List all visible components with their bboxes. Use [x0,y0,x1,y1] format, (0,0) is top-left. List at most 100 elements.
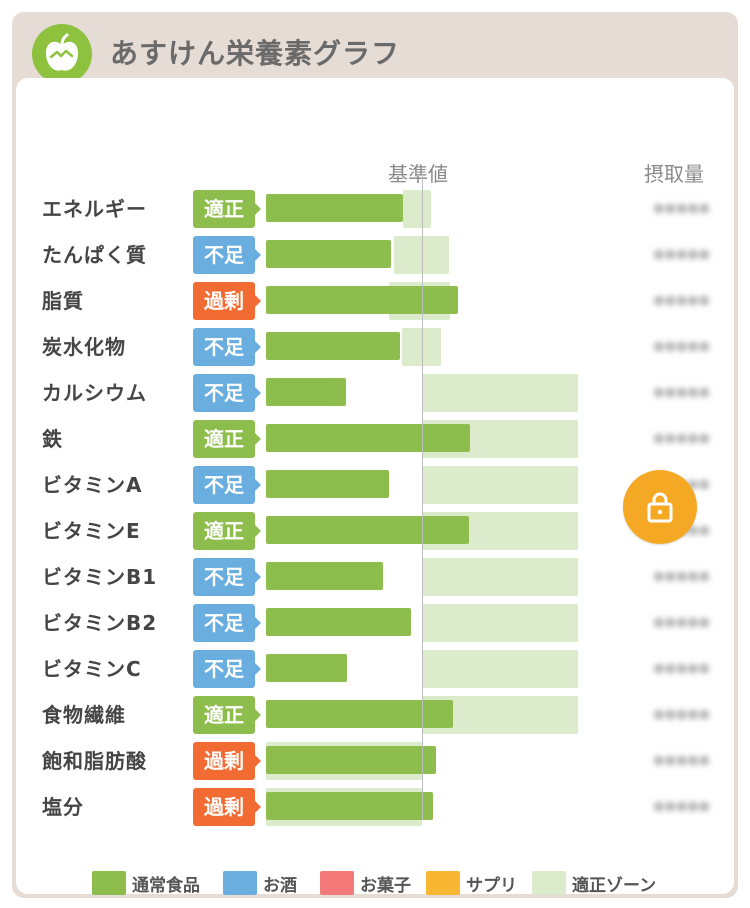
intake-bar [266,516,469,544]
nutrient-row: エネルギー 適正 ●●●●● [16,186,734,232]
intake-value-blurred: ●●●●● [653,247,710,262]
intake-bar [266,378,346,406]
nutrient-row: 飽和脂肪酸 過剰 ●●●●● [16,738,734,784]
intake-value-blurred: ●●●●● [653,615,710,630]
intake-value-blurred: ●●●●● [653,431,710,446]
nutrient-label: 食物繊維 [42,703,126,727]
status-badge: 過剰 [193,788,261,826]
nutrient-row: カルシウム 不足 ●●●●● [16,370,734,416]
status-badge: 適正 [193,512,261,550]
intake-value-blurred: ●●●●● [653,707,710,722]
status-badge: 過剰 [193,282,261,320]
intake-value-blurred: ●●●●● [653,201,710,216]
status-badge: 適正 [193,190,261,228]
intake-bar [266,332,401,360]
status-badge: 不足 [193,604,261,642]
optimal-zone [403,190,432,228]
reference-column-header: 基準値 [388,162,448,186]
legend: 通常食品 お酒 お菓子 サプリ 適正ゾーン [16,868,734,898]
nutrient-row: 塩分 過剰 ●●●●● [16,784,734,830]
nutrient-label: ビタミンA [42,473,143,497]
nutrient-row: 鉄 適正 ●●●●● [16,416,734,462]
legend-swatch [426,871,460,895]
optimal-zone [401,328,441,366]
page-title: あすけん栄養素グラフ [110,37,401,70]
intake-value-blurred: ●●●●● [653,661,710,676]
legend-label: 通常食品 [132,875,200,896]
legend-swatch [532,871,566,895]
legend-label: お菓子 [360,875,411,896]
optimal-zone [422,604,578,642]
unlock-button[interactable] [623,470,697,544]
optimal-zone [422,558,578,596]
reference-line [422,176,423,820]
nutrient-label: 飽和脂肪酸 [42,749,147,773]
nutrient-graph-panel: あすけん栄養素グラフ 基準値 摂取量 エネルギー 適正 ●●●●● たんぱく質 不足 ●●… [12,12,738,898]
nutrient-row: ビタミンC 不足 ●●●●● [16,646,734,692]
intake-value-blurred: ●●●●● [653,799,710,814]
nutrient-label: ビタミンC [42,657,142,681]
status-badge: 不足 [193,466,261,504]
nutrient-label: 脂質 [42,289,84,313]
intake-bar [266,194,404,222]
status-badge: 不足 [193,558,261,596]
intake-bar [266,608,412,636]
optimal-zone [393,236,449,274]
intake-bar [266,286,458,314]
status-badge: 不足 [193,374,261,412]
intake-bar [266,240,391,268]
legend-label: 適正ゾーン [572,875,657,896]
nutrient-row: ビタミンB2 不足 ●●●●● [16,600,734,646]
optimal-zone [422,374,578,412]
status-badge: 適正 [193,420,261,458]
lock-icon [647,492,673,523]
nutrient-label: たんぱく質 [42,243,147,267]
intake-bar [266,424,471,452]
nutrient-label: ビタミンB2 [42,611,158,635]
status-badge: 不足 [193,236,261,274]
optimal-zone [422,466,578,504]
nutrient-label: エネルギー [42,197,147,221]
intake-value-blurred: ●●●●● [653,339,710,354]
intake-value-blurred: ●●●●● [653,753,710,768]
nutrient-row: たんぱく質 不足 ●●●●● [16,232,734,278]
graph-card: 基準値 摂取量 エネルギー 適正 ●●●●● たんぱく質 不足 ●●●●● 脂質 過剰 ●●●●… [16,78,734,896]
legend-item-normal-food: 通常食品 [92,868,200,898]
nutrient-label: 炭水化物 [42,335,126,359]
apple-icon [32,24,92,84]
status-badge: 過剰 [193,742,261,780]
legend-swatch [320,871,354,895]
nutrient-row: 脂質 過剰 ●●●●● [16,278,734,324]
legend-label: サプリ [466,875,517,896]
nutrient-label: ビタミンB1 [42,565,158,589]
intake-value-blurred: ●●●●● [653,385,710,400]
intake-bar [266,470,390,498]
nutrient-row: 食物繊維 適正 ●●●●● [16,692,734,738]
intake-bar [266,746,437,774]
status-badge: 適正 [193,696,261,734]
nutrient-row: 炭水化物 不足 ●●●●● [16,324,734,370]
legend-item-snack: お菓子 [320,868,411,898]
legend-swatch [223,871,257,895]
legend-item-zone: 適正ゾーン [532,868,656,898]
intake-value-blurred: ●●●●● [653,569,710,584]
optimal-zone [422,650,578,688]
intake-column-header: 摂取量 [644,162,704,186]
status-badge: 不足 [193,650,261,688]
legend-item-supplement: サプリ [426,868,517,898]
nutrient-label: 鉄 [42,427,63,451]
intake-value-blurred: ●●●●● [653,293,710,308]
intake-bar [266,562,383,590]
nutrient-label: カルシウム [42,381,147,405]
legend-label: お酒 [263,875,297,896]
nutrient-row: ビタミンB1 不足 ●●●●● [16,554,734,600]
intake-bar [266,792,433,820]
intake-bar [266,654,348,682]
legend-swatch [92,871,126,895]
intake-bar [266,700,454,728]
nutrient-label: ビタミンE [42,519,141,543]
nutrient-label: 塩分 [42,795,84,819]
legend-item-alcohol: お酒 [223,868,297,898]
